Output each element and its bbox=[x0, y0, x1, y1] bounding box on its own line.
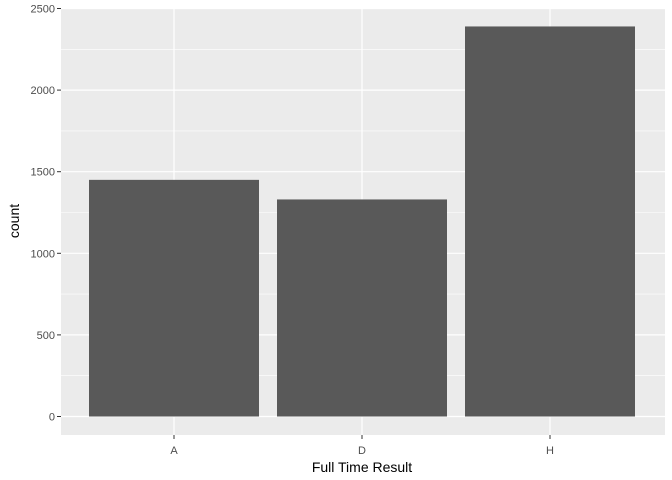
y-tick-label: 1000 bbox=[31, 248, 55, 260]
y-axis-title: count bbox=[6, 204, 22, 238]
y-tick-label: 1500 bbox=[31, 167, 55, 179]
x-tick-label: A bbox=[170, 445, 178, 457]
y-tick-label: 2000 bbox=[31, 85, 55, 97]
y-tick-label: 2500 bbox=[31, 4, 55, 16]
bar-H bbox=[465, 26, 635, 417]
bar-D bbox=[277, 199, 447, 417]
x-tick-label: D bbox=[358, 445, 366, 457]
y-axis: 0 500 1000 1500 2000 2500 bbox=[31, 4, 61, 424]
y-tick-label: 500 bbox=[37, 330, 55, 342]
bar-A bbox=[89, 179, 259, 417]
x-axis-title: Full Time Result bbox=[312, 459, 412, 475]
bars bbox=[89, 26, 635, 417]
x-tick-label: H bbox=[546, 445, 554, 457]
y-tick-label: 0 bbox=[49, 412, 55, 424]
